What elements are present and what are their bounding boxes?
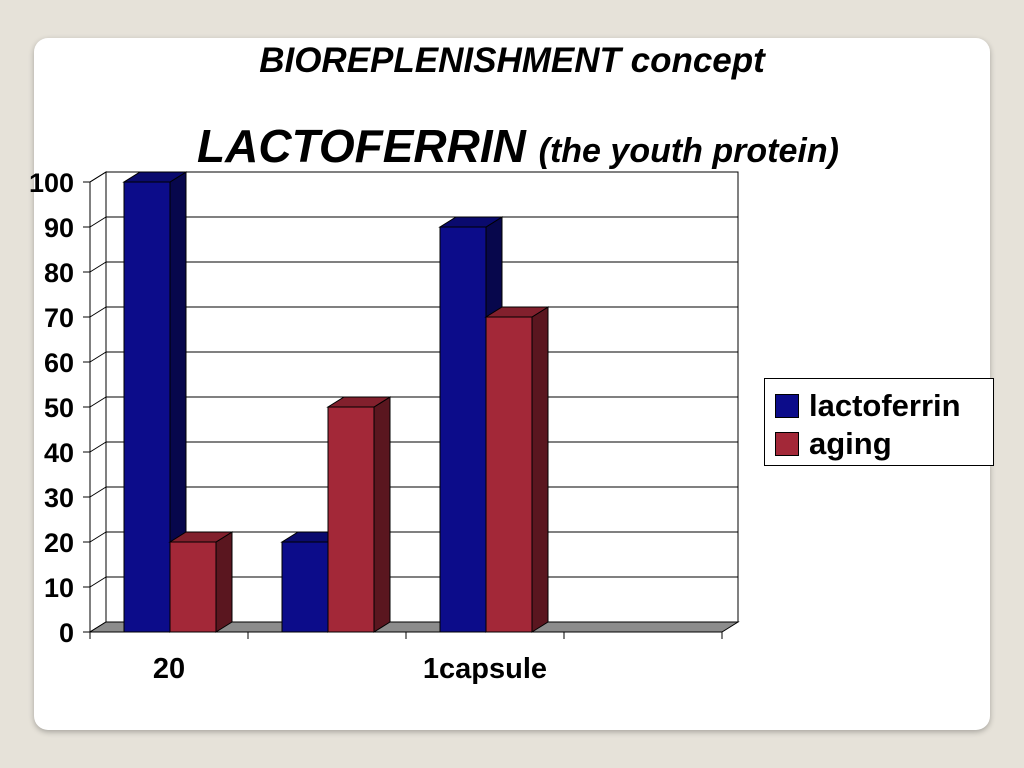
slide-title: BIOREPLENISHMENT concept: [259, 41, 765, 80]
legend-swatch-lactoferrin: [775, 394, 799, 418]
side-wall-gridline: [89, 306, 107, 318]
y-tick-label: 30: [44, 483, 74, 513]
y-tick-label: 0: [59, 618, 74, 648]
bar-lactoferrin-2: [439, 226, 487, 633]
side-wall-gridline: [89, 486, 107, 498]
legend-swatch-aging: [775, 432, 799, 456]
bar-lactoferrin-1: [281, 541, 329, 633]
legend-item-lactoferrin: lactoferrin: [775, 387, 993, 425]
legend-label-aging: aging: [809, 426, 892, 461]
bar-lactoferrin-2-top: [438, 216, 504, 228]
slide-subtitle: LACTOFERRIN (the youth protein): [0, 118, 1024, 179]
side-wall-gridline: [89, 576, 107, 588]
subtitle-main: LACTOFERRIN: [197, 120, 526, 172]
x-tick-label: 20: [153, 653, 185, 685]
y-tick-label: 50: [44, 393, 74, 423]
bar-lactoferrin-0-top: [122, 171, 188, 183]
y-tick-label: 20: [44, 528, 74, 558]
y-tick-label: 100: [29, 168, 74, 198]
legend-label-lactoferrin: lactoferrin: [809, 388, 961, 423]
subtitle-paren: (the youth protein): [538, 132, 839, 170]
legend-item-aging: aging: [775, 425, 993, 463]
bar-aging-0: [169, 541, 217, 633]
y-tick-label: 40: [44, 438, 74, 468]
side-wall-gridline: [89, 261, 107, 273]
side-wall-gridline: [89, 171, 107, 183]
side-wall-gridline: [89, 531, 107, 543]
bar-aging-1: [327, 406, 375, 633]
bar-lactoferrin-0: [123, 181, 171, 633]
y-tick-label: 60: [44, 348, 74, 378]
y-tick-label: 70: [44, 303, 74, 333]
bar-aging-2-top: [484, 306, 550, 318]
bar-aging-1-top: [326, 396, 392, 408]
y-tick-label: 10: [44, 573, 74, 603]
chart-legend: lactoferrin aging: [764, 378, 994, 466]
bar-aging-1-side: [373, 396, 391, 633]
side-wall-gridline: [89, 396, 107, 408]
bar-aging-2-side: [531, 306, 549, 633]
x-tick-label: 1capsule: [423, 653, 547, 685]
y-tick-label: 80: [44, 258, 74, 288]
bar-aging-2: [485, 316, 533, 633]
bar-aging-0-side: [215, 531, 233, 633]
side-wall-gridline: [89, 441, 107, 453]
side-wall-gridline: [89, 351, 107, 363]
side-wall-gridline: [89, 216, 107, 228]
y-tick-label: 90: [44, 213, 74, 243]
bar-aging-0-top: [168, 531, 234, 543]
